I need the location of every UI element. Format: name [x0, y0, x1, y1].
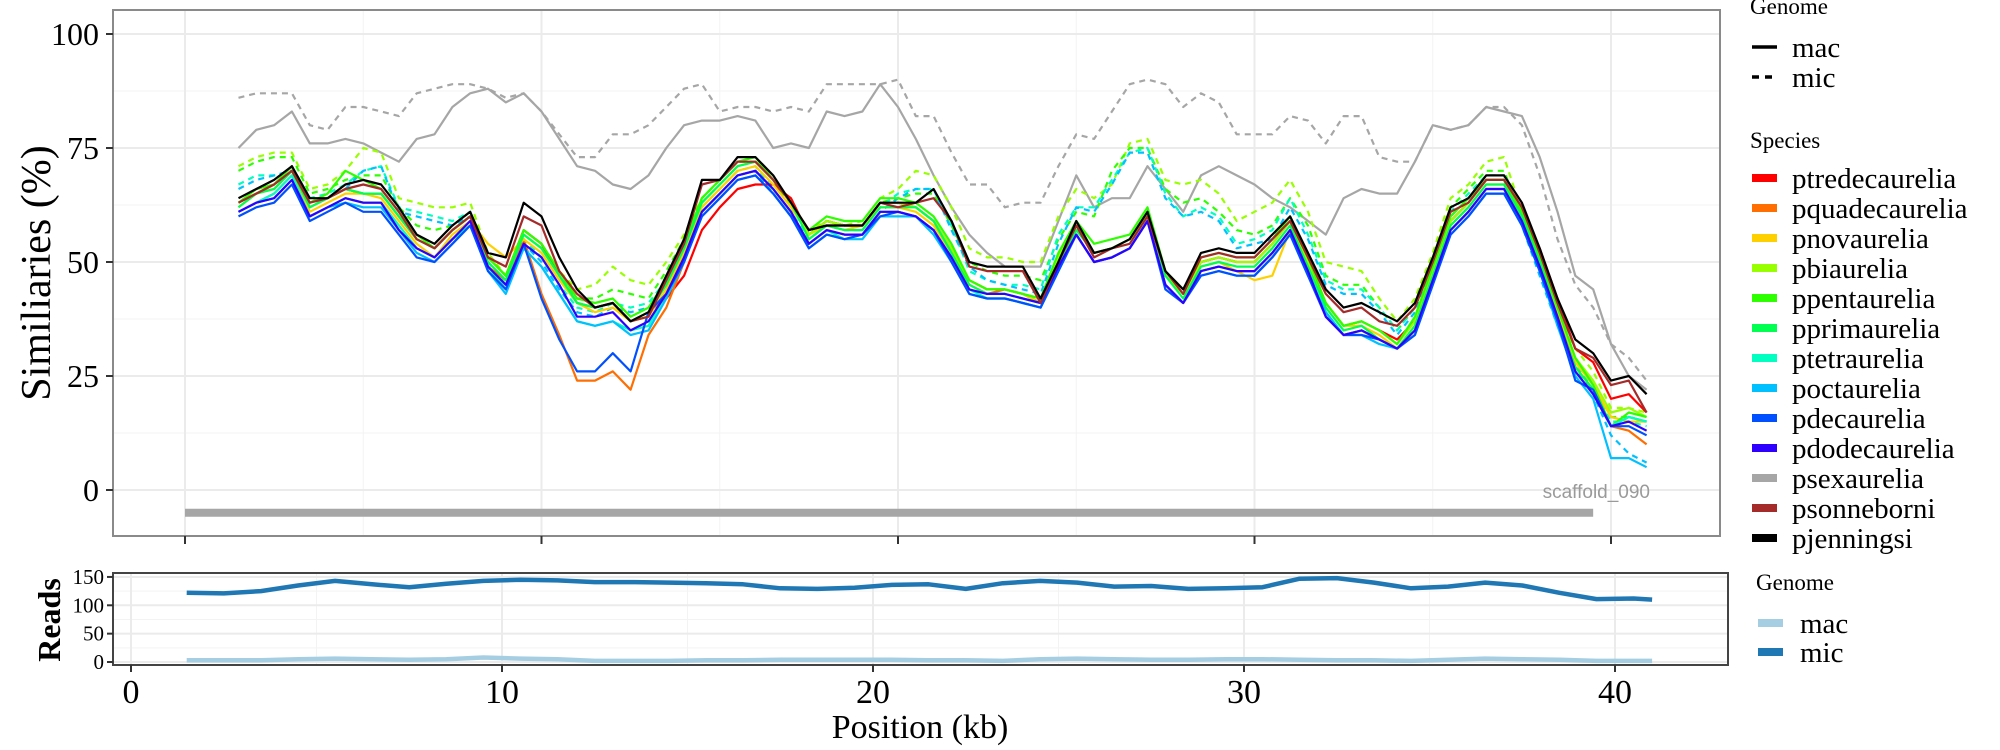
legend-swatch-ptetraurelia [1752, 354, 1777, 362]
y-tick-label: 75 [67, 130, 99, 166]
series-line-pdodecaurelia-mac [237, 169, 1648, 432]
panel-border [112, 572, 1729, 666]
legend-label-mic: mic [1792, 62, 1836, 94]
legend-species-title: Species [1750, 128, 1820, 153]
legend-swatch-pdodecaurelia [1752, 444, 1777, 452]
legend-label-pjenningsi: pjenningsi [1792, 523, 1913, 555]
series-line-psexaurelia-mac [237, 83, 1648, 391]
reads-panel: 0 50 100 150 0 10 20 30 40 Position (kb) Reads [31, 565, 1729, 746]
legend-swatch-pjenningsi [1752, 534, 1777, 542]
legend-label-psonneborni: psonneborni [1792, 493, 1935, 525]
legend-label-pbiaurelia: pbiaurelia [1792, 253, 1908, 285]
reads-legend-swatch-mic [1758, 648, 1783, 656]
series-line-psonneborni-mac [237, 160, 1648, 414]
scaffold-label: scaffold_090 [1543, 482, 1650, 503]
x-tick-label: 40 [1598, 674, 1632, 711]
y-tick-label: 25 [67, 358, 99, 394]
reads-legend-label-mac: mac [1800, 608, 1848, 640]
x-tick-label: 10 [485, 674, 519, 711]
legend-genome-title: Genome [1750, 0, 1828, 19]
legend-label-ppentaurelia: ppentaurelia [1792, 283, 1935, 315]
legend-swatch-psonneborni [1752, 504, 1777, 512]
legend-label-pdodecaurelia: pdodecaurelia [1792, 433, 1955, 465]
legend-swatch-ptredecaurelia [1752, 174, 1777, 182]
similarity-panel: scaffold_090 0 25 50 75 100 Similiaries (%) [14, 9, 1721, 544]
reads-legend-swatch-mac [1758, 619, 1783, 627]
x-tick-label: 0 [123, 674, 140, 711]
legend-label-mac: mac [1792, 32, 1840, 64]
legend-swatch-pdecaurelia [1752, 414, 1777, 422]
y-tick-label: 50 [83, 622, 104, 646]
legend-label-pprimaurelia: pprimaurelia [1792, 313, 1940, 345]
series-line-pdecaurelia-mac [237, 174, 1648, 437]
legend-label-pquadecaurelia: pquadecaurelia [1792, 193, 1968, 225]
y-tick-label: 0 [83, 472, 99, 508]
y-tick-label: 100 [73, 593, 105, 617]
panel-border [112, 9, 1721, 537]
y-tick-label: 50 [67, 244, 99, 280]
x-tick-label: 30 [1227, 674, 1261, 711]
x-axis-title: Position (kb) [832, 709, 1009, 746]
legend-swatch-ppentaurelia [1752, 294, 1777, 302]
y-axis-title: Similiaries (%) [14, 145, 60, 400]
legend-swatch-psexaurelia [1752, 474, 1777, 482]
legend-label-poctaurelia: poctaurelia [1792, 373, 1921, 405]
reads-line-mac [186, 655, 1653, 664]
legend-label-psexaurelia: psexaurelia [1792, 463, 1924, 495]
series-line-psexaurelia-mic [238, 78, 1648, 382]
reads-legend-title: Genome [1756, 570, 1834, 595]
y-tick-label: 150 [73, 565, 105, 589]
x-tick-label: 20 [856, 674, 890, 711]
legend-label-pdecaurelia: pdecaurelia [1792, 403, 1926, 435]
reads-line-mic [186, 575, 1653, 602]
legend-swatch-poctaurelia [1752, 384, 1777, 392]
legend-label-pnovaurelia: pnovaurelia [1792, 223, 1929, 255]
series-line-pbiaurelia-mic [237, 137, 1647, 414]
panel-background [113, 10, 1720, 536]
y-tick-label: 100 [51, 16, 99, 52]
y-tick-label: 0 [94, 650, 105, 674]
legend-swatch-pbiaurelia [1752, 264, 1777, 272]
reads-legend-label-mic: mic [1800, 637, 1844, 669]
legend-swatch-pquadecaurelia [1752, 204, 1777, 212]
reads-axis-title: Reads [31, 578, 67, 662]
legend-label-ptredecaurelia: ptredecaurelia [1792, 163, 1956, 195]
legend-label-ptetraurelia: ptetraurelia [1792, 343, 1924, 375]
legend-swatch-pnovaurelia [1752, 234, 1777, 242]
legend-swatch-pprimaurelia [1752, 324, 1777, 332]
series-line-pjenningsi-mac [237, 156, 1648, 395]
